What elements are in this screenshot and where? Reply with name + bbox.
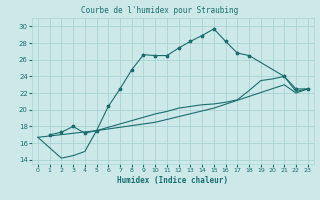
X-axis label: Humidex (Indice chaleur): Humidex (Indice chaleur) [117, 176, 228, 185]
Text: Courbe de l'humidex pour Straubing: Courbe de l'humidex pour Straubing [81, 6, 239, 15]
